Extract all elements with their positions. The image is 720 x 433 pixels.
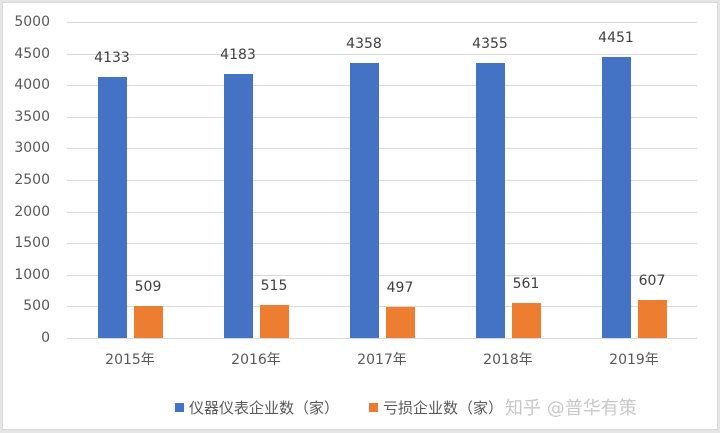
bar-loss-enterprises <box>512 303 541 338</box>
chart-legend: 仪器仪表企业数（家） 亏损企业数（家） 知乎 @普华有策 <box>175 394 637 420</box>
y-tick-label: 2500 <box>14 172 50 188</box>
gridline <box>67 117 697 118</box>
data-label: 497 <box>386 280 414 296</box>
x-tick-label: 2018年 <box>483 352 533 368</box>
gridline <box>67 54 697 55</box>
bar-total-enterprises <box>476 63 505 338</box>
y-tick-label: 3000 <box>14 140 50 156</box>
bar-loss-enterprises <box>638 300 667 338</box>
bar-total-enterprises <box>98 77 127 338</box>
y-tick-label: 3500 <box>14 109 50 125</box>
x-tick-label: 2019年 <box>609 352 659 368</box>
data-label: 515 <box>260 278 288 294</box>
bar-loss-enterprises <box>260 305 289 338</box>
gridline <box>67 212 697 213</box>
bar-total-enterprises <box>350 63 379 338</box>
legend-label: 仪器仪表企业数（家） <box>189 398 340 417</box>
data-label: 4358 <box>346 36 382 52</box>
data-label: 4451 <box>598 30 634 46</box>
x-tick-label: 2017年 <box>357 352 407 368</box>
y-tick-label: 2000 <box>14 204 50 220</box>
legend-swatch-blue-icon <box>175 402 184 412</box>
bar-loss-enterprises <box>134 306 163 338</box>
bar-total-enterprises <box>224 74 253 338</box>
legend-item-total: 仪器仪表企业数（家） <box>175 397 339 418</box>
watermark: 知乎 @普华有策 <box>505 398 637 419</box>
y-tick-label: 1000 <box>14 267 50 283</box>
legend-label: 亏损企业数（家） <box>383 398 504 417</box>
gridline <box>67 148 697 149</box>
data-label: 4133 <box>94 50 130 66</box>
legend-swatch-orange-icon <box>369 402 379 412</box>
y-tick-label: 4000 <box>14 77 50 93</box>
y-tick-label: 500 <box>23 298 50 314</box>
gridline <box>67 275 697 276</box>
x-tick-label: 2016年 <box>231 352 281 368</box>
gridline <box>67 22 697 23</box>
data-label: 607 <box>638 273 666 289</box>
gridline <box>67 85 697 86</box>
gridline <box>67 338 697 339</box>
y-tick-label: 0 <box>41 330 50 346</box>
legend-item-loss: 亏损企业数（家） <box>369 397 503 418</box>
data-label: 4355 <box>472 36 508 52</box>
y-tick-label: 5000 <box>14 14 50 30</box>
gridline <box>67 180 697 181</box>
y-tick-label: 1500 <box>14 235 50 251</box>
data-label: 4183 <box>220 47 256 63</box>
data-label: 509 <box>134 279 162 295</box>
bar-loss-enterprises <box>386 307 415 338</box>
x-tick-label: 2015年 <box>105 352 155 368</box>
bar-total-enterprises <box>602 57 631 338</box>
y-tick-label: 4500 <box>14 46 50 62</box>
data-label: 561 <box>512 276 540 292</box>
gridline <box>67 243 697 244</box>
gridline <box>67 306 697 307</box>
